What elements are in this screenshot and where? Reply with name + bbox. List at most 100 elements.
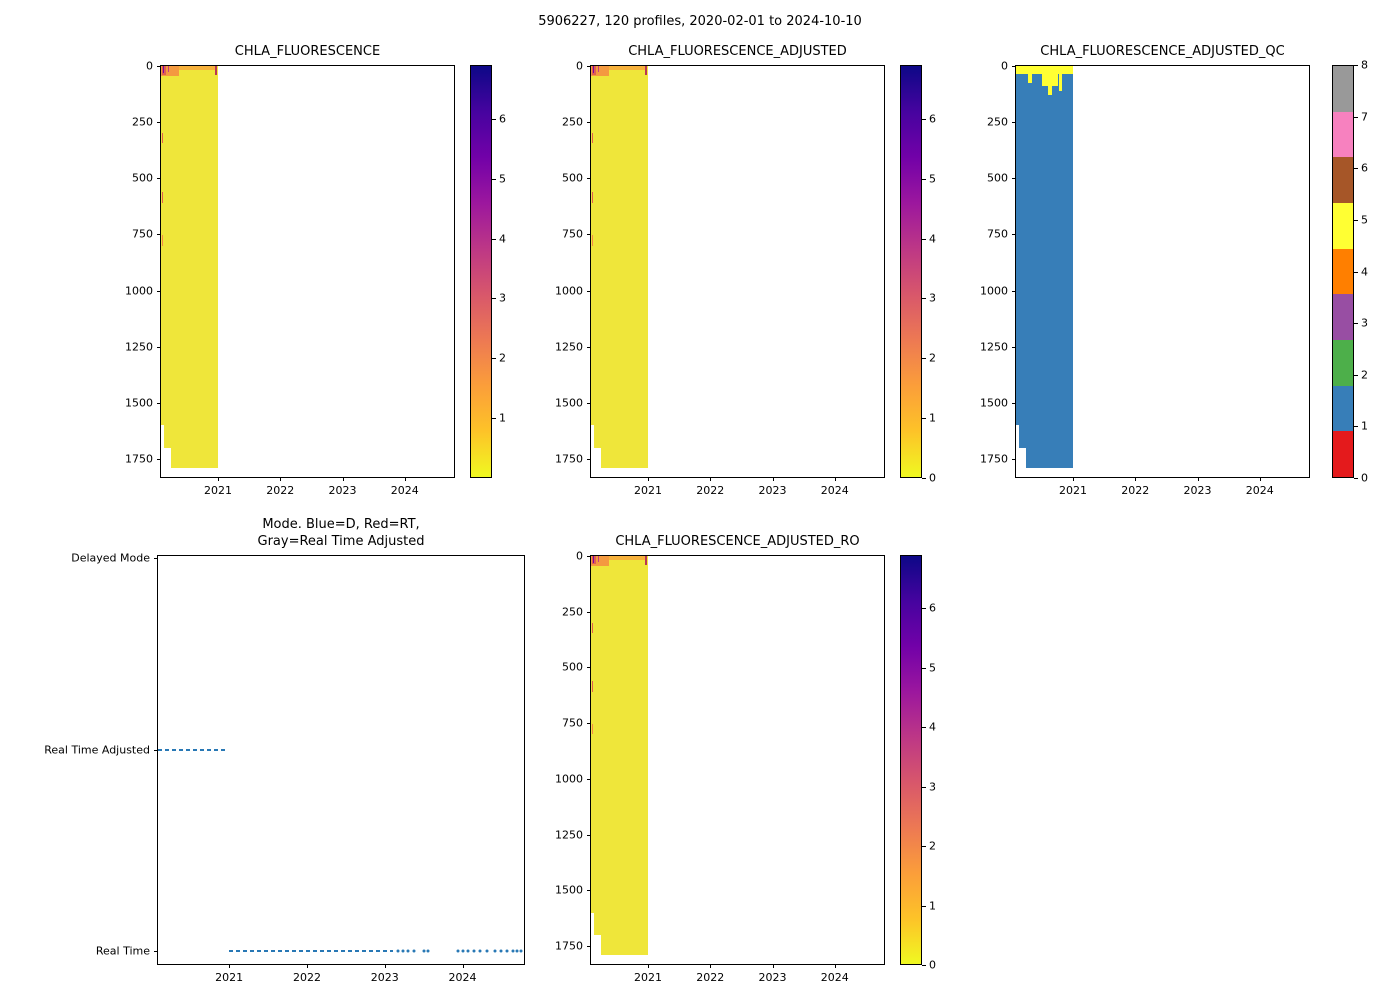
mode-dot — [519, 949, 523, 953]
heatmap-cell — [591, 66, 610, 77]
y-tick-label: 500 — [987, 171, 1008, 185]
y-tick-mark — [1012, 178, 1016, 180]
mode-dot — [401, 949, 405, 953]
colorbar-tick-mark — [922, 298, 926, 300]
mode-dot — [461, 949, 465, 953]
y-tick-mark — [1012, 290, 1016, 292]
colorbar-segments — [1332, 65, 1354, 478]
mode-dot — [466, 949, 470, 953]
x-tick-mark — [462, 964, 464, 968]
colorbar-segment — [1333, 384, 1353, 432]
colorbar-tick-mark — [492, 238, 496, 240]
colorbar-tick-mark — [492, 418, 496, 420]
colorbar-segment — [1333, 247, 1353, 295]
panel-title-chla-fluorescence-adjusted-qc: CHLA_FLUORESCENCE_ADJUSTED_QC — [1040, 44, 1285, 60]
x-tick-label: 2023 — [370, 971, 399, 984]
heatmap-cell — [161, 66, 167, 75]
y-tick-label: 750 — [132, 227, 153, 241]
colorbar-segment — [1333, 110, 1353, 158]
mode-dot — [412, 949, 416, 953]
x-tick-label: 2022 — [266, 484, 295, 497]
y-tick-label: 250 — [132, 115, 153, 129]
colorbar-tick-mark — [922, 118, 926, 120]
x-tick-label: 2023 — [328, 484, 357, 497]
colorbar-tick-mark — [1354, 116, 1358, 118]
x-tick-label: 2024 — [448, 971, 477, 984]
y-tick-label: 1250 — [125, 340, 153, 354]
colorbar-tick-label: 6 — [499, 112, 506, 126]
y-tick-label: 1000 — [555, 772, 583, 786]
colorbar-tick-mark — [922, 418, 926, 420]
y-tick-label-delayed-mode: Delayed Mode — [71, 551, 150, 565]
colorbar-tick-mark — [1354, 374, 1358, 376]
colorbar-tick-label: 3 — [499, 291, 506, 305]
colorbar-tick-label: 2 — [1361, 368, 1368, 382]
y-tick-mark — [587, 66, 591, 67]
colorbar-tick-mark — [922, 965, 926, 966]
y-tick-label: 500 — [562, 660, 583, 674]
colorbar-tick-label: 6 — [1361, 161, 1368, 175]
colorbar-tick-label: 6 — [929, 112, 936, 126]
heatmap-content — [161, 66, 454, 477]
colorbar-tick-mark — [922, 786, 926, 788]
y-tick-mark — [1012, 402, 1016, 404]
heatmap-cell — [591, 66, 648, 469]
colorbar-tick-mark — [1354, 65, 1358, 66]
colorbar-segment — [1333, 430, 1353, 477]
y-tick-label: 1500 — [555, 396, 583, 410]
colorbar-tick-label: 1 — [499, 411, 506, 425]
y-tick-label: 0 — [576, 59, 583, 73]
colorbar-tick-mark — [922, 358, 926, 360]
y-tick-mark — [154, 750, 158, 752]
y-tick-label: 750 — [562, 716, 583, 730]
heatmap-cell — [591, 556, 597, 565]
x-tick-mark — [710, 477, 712, 481]
heatmap-cell — [1016, 66, 1073, 75]
x-tick-label: 2022 — [696, 971, 725, 984]
x-tick-mark — [1259, 477, 1261, 481]
y-tick-label: 1500 — [125, 396, 153, 410]
y-tick-label: 1250 — [555, 828, 583, 842]
heatmap-cell — [161, 425, 165, 469]
y-tick-mark — [157, 402, 161, 404]
x-tick-label: 2021 — [203, 484, 232, 497]
colorbar-tick-mark — [922, 238, 926, 240]
x-tick-label: 2024 — [1245, 484, 1274, 497]
y-tick-label: 1250 — [555, 340, 583, 354]
y-tick-label: 1500 — [555, 883, 583, 897]
colorbar-tick-mark — [922, 608, 926, 610]
x-tick-mark — [834, 964, 836, 968]
y-tick-label: 250 — [562, 605, 583, 619]
y-tick-label: 1000 — [125, 284, 153, 298]
y-tick-mark — [154, 950, 158, 952]
x-tick-mark — [217, 477, 219, 481]
y-tick-mark — [157, 234, 161, 236]
y-tick-mark — [1012, 459, 1016, 461]
colorbar-tick-label: 1 — [929, 411, 936, 425]
x-tick-mark — [280, 477, 282, 481]
mode-dot — [472, 949, 476, 953]
x-tick-label: 2022 — [1121, 484, 1150, 497]
heatmap-cell — [591, 133, 594, 144]
x-tick-mark — [384, 964, 386, 968]
x-tick-label: 2022 — [292, 971, 321, 984]
mode-dot — [493, 949, 497, 953]
heatmap-cell — [597, 556, 599, 562]
colorbar-tick-label: 4 — [499, 232, 506, 246]
colorbar-tick-label: 4 — [1361, 265, 1368, 278]
colorbar-tick-label: 7 — [1361, 110, 1368, 124]
colorbar-tick-label: 2 — [499, 351, 506, 365]
heatmap-cell — [591, 556, 645, 561]
colorbar-tick-mark — [492, 118, 496, 120]
x-tick-label: 2024 — [820, 484, 849, 497]
heatmap-cell — [591, 622, 594, 633]
colorbar-segment — [1333, 293, 1353, 341]
panel-title-mode: Mode. Blue=D, Red=RT, Gray=Real Time Adj… — [257, 517, 425, 550]
y-tick-mark — [157, 178, 161, 180]
colorbar-tick-label: 4 — [929, 232, 936, 246]
colorbar-tick-mark — [1354, 426, 1358, 428]
panel-chla-fluorescence: CHLA_FLUORESCENCE 2021 2022 2023 2024 0 250 50… — [125, 44, 455, 497]
colorbar-tick-mark — [1354, 271, 1358, 273]
heatmap-cell — [167, 66, 169, 72]
colorbar-tick-mark — [492, 178, 496, 180]
